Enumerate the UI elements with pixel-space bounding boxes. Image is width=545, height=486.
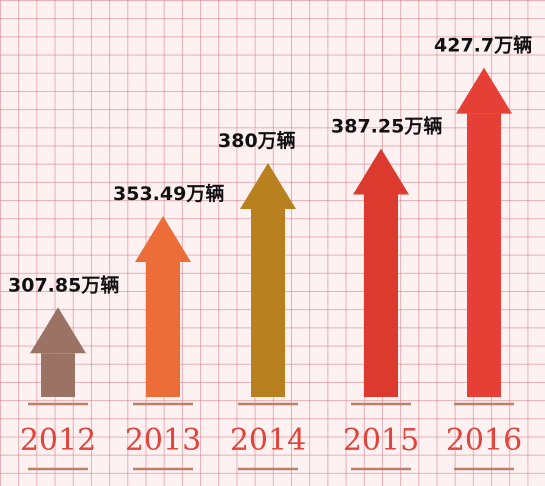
value-label-2015: 387.25万辆 (331, 115, 442, 138)
arrow-group-2014: 2014 380万辆 (218, 129, 306, 471)
value-label-2016: 427.7万辆 (434, 34, 532, 57)
arrow-group-2013: 2013 353.49万辆 (113, 182, 224, 471)
year-label-2015: 2015 (343, 423, 419, 458)
value-label-2012: 307.85万辆 (8, 273, 119, 296)
year-label-2013: 2013 (125, 423, 201, 458)
arrow-group-2015: 2015 387.25万辆 (331, 115, 442, 471)
arrow-head-2012 (30, 307, 86, 354)
arrow-head-2015 (353, 148, 409, 195)
arrow-group-2016: 2016 427.7万辆 (434, 34, 532, 471)
arrow-bar-2016 (467, 113, 501, 397)
value-label-2014: 380万辆 (218, 129, 296, 152)
arrow-head-2014 (240, 163, 296, 209)
arrow-head-2013 (135, 216, 191, 263)
arrow-bar-2013 (146, 262, 180, 397)
arrow-bar-2014 (251, 209, 285, 397)
arrow-bar-2012 (41, 353, 75, 397)
year-label-2014: 2014 (230, 423, 306, 458)
arrow-group-2012: 2012 307.85万辆 (8, 273, 119, 471)
value-label-2013: 353.49万辆 (113, 182, 224, 205)
year-label-2012: 2012 (20, 423, 96, 458)
arrow-bar-2015 (364, 194, 398, 397)
year-label-2016: 2016 (446, 423, 522, 458)
arrow-head-2016 (456, 67, 512, 114)
